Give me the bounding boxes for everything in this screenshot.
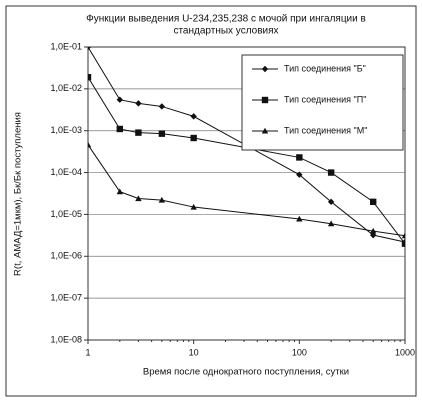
marker <box>135 195 142 202</box>
marker <box>327 220 335 227</box>
marker <box>116 96 124 103</box>
marker <box>190 134 197 142</box>
marker <box>158 103 166 110</box>
y-tick-label: 1,0E-04 <box>50 167 82 177</box>
x-tick-label: 100 <box>292 347 307 357</box>
legend-label: Тип соединения "М" <box>284 125 367 135</box>
y-tick-label: 1,0E-02 <box>50 83 82 93</box>
marker <box>88 73 92 81</box>
marker <box>135 129 142 136</box>
marker <box>401 240 405 247</box>
y-tick-label: 1,0E-08 <box>50 334 82 344</box>
legend-box <box>241 54 404 151</box>
legend-label: Тип соединения "Б" <box>284 63 366 73</box>
marker <box>190 203 197 210</box>
plot-layer <box>88 47 405 247</box>
marker <box>327 169 335 176</box>
plot-area <box>87 46 406 341</box>
x-tick-label: 1 <box>85 347 90 357</box>
marker <box>369 198 377 206</box>
y-tick-label: 1,0E-03 <box>50 125 82 135</box>
marker <box>116 188 124 195</box>
y-tick-label: 1,0E-01 <box>50 41 82 51</box>
legend-label: Тип соединения "П" <box>284 94 366 104</box>
marker <box>327 198 335 206</box>
marker <box>296 154 303 161</box>
marker <box>135 100 142 107</box>
x-tick-label: 10 <box>189 347 199 357</box>
legend-marker <box>261 65 269 73</box>
marker <box>296 215 303 222</box>
marker <box>158 196 166 203</box>
marker <box>401 232 405 239</box>
y-tick-label: 1,0E-07 <box>50 293 82 303</box>
chart-title: Функции выведения U-234,235,238 с мочой … <box>86 14 366 25</box>
legend-marker <box>261 127 269 134</box>
marker <box>369 227 377 234</box>
marker <box>158 130 166 137</box>
marker <box>190 113 197 120</box>
marker <box>116 125 124 133</box>
y-axis-label: R(t, АМАД=1мкм), Бк/Бк поступления <box>13 112 24 276</box>
y-tick-label: 1,0E-06 <box>50 251 82 261</box>
chart-title: стандартных условиях <box>173 26 278 37</box>
marker <box>296 171 303 178</box>
x-axis-label: Время после однократного поступления, су… <box>143 367 349 378</box>
legend-marker <box>261 96 269 104</box>
marker <box>88 141 92 148</box>
x-tick-label: 1000 <box>395 347 415 357</box>
y-tick-label: 1,0E-05 <box>50 209 82 219</box>
marker <box>88 47 92 51</box>
